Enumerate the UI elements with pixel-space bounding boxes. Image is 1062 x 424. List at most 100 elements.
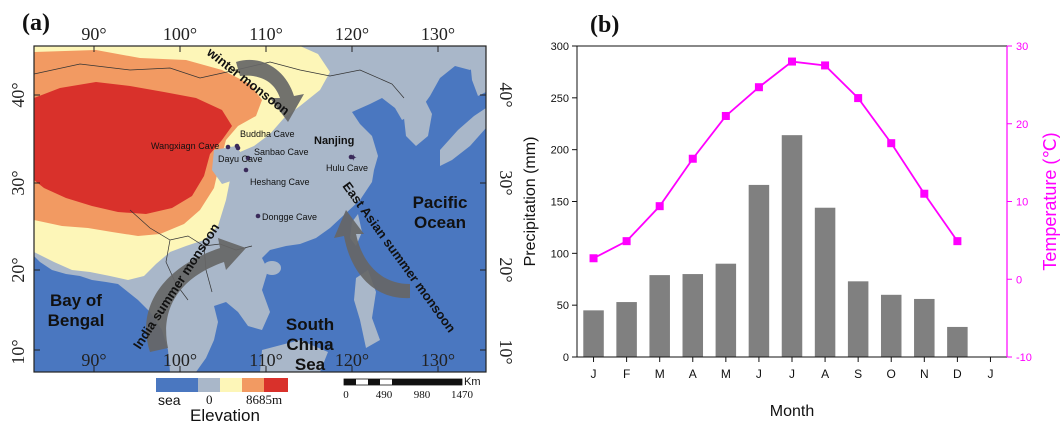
map-japan-north <box>470 52 486 96</box>
legend-swatch-2 <box>220 378 242 392</box>
cave-dot-sanbao <box>245 155 251 161</box>
lat-label-right-10: 10° <box>496 339 516 364</box>
lat-label-left-30: 30° <box>8 170 28 195</box>
x-tick-label-1: J <box>591 367 597 381</box>
cave-dot-dayu <box>235 145 241 151</box>
climate-chart: 0 50 100 150 200 250 300 -10 0 10 20 30 J F M A M J J A S O N D… <box>522 41 1060 420</box>
precipitation-bar-9 <box>847 281 869 357</box>
y-axis-title: Precipitation (mm) <box>522 137 539 267</box>
x-tick-label-12: D <box>953 367 962 381</box>
nanjing-star-icon: ✦ <box>349 153 357 164</box>
cave-label-buddha: Buddha Cave <box>240 129 295 139</box>
x-tick-label-13: J <box>987 367 993 381</box>
cave-label-hulu: Hulu Cave <box>326 163 368 173</box>
precipitation-bar-10 <box>880 294 902 357</box>
cave-label-dongge: Dongge Cave <box>262 212 317 222</box>
y2-tick-label-20: 20 <box>1016 119 1028 131</box>
y2-tick-label-30: 30 <box>1016 41 1028 53</box>
cave-dot-dongge <box>255 213 261 219</box>
city-label-nanjing: Nanjing <box>314 135 354 147</box>
lon-label-bottom-130: 130° <box>421 350 455 370</box>
legend-swatch-4 <box>264 378 288 392</box>
temperature-point-4 <box>688 154 697 163</box>
lat-label-right-20: 20° <box>496 257 516 282</box>
east-asian-monsoon-arrow <box>334 210 410 299</box>
panel-a-label: (a) <box>22 10 50 36</box>
precipitation-bar-6 <box>748 184 770 357</box>
x-tick-label-2: F <box>623 367 630 381</box>
cave-dot-heshang <box>243 167 249 173</box>
legend-swatch-3 <box>242 378 264 392</box>
temperature-point-12 <box>953 237 962 246</box>
x-axis-title: Month <box>770 403 814 420</box>
map-ticks <box>34 46 486 372</box>
cave-label-wangxiagn: Wangxiagn Cave <box>151 141 219 151</box>
temperature-line <box>593 60 959 260</box>
panel-b-label: (b) <box>590 12 620 38</box>
bengal-label-line1: Bay of <box>50 291 102 310</box>
x-tick-label-7: J <box>789 367 795 381</box>
lon-label-bottom-100: 100° <box>163 350 197 370</box>
map-japan <box>440 108 486 166</box>
y-tick-label-0: 0 <box>563 352 569 364</box>
x-tick-label-8: A <box>821 367 829 381</box>
map-borneo <box>260 340 328 372</box>
lon-label-top-100: 100° <box>163 24 197 44</box>
lon-label-top-90: 90° <box>81 24 106 44</box>
pacific-label-line2: Ocean <box>414 213 466 232</box>
precipitation-bar-5 <box>715 263 737 357</box>
temperature-point-2 <box>622 237 631 246</box>
cave-markers: ✦ <box>225 143 357 219</box>
lon-label-top-110: 110° <box>249 24 283 44</box>
y2-tick-label--10: -10 <box>1016 352 1032 364</box>
legend-title: Elevation <box>190 406 260 424</box>
precipitation-bar-8 <box>814 207 836 357</box>
temperature-point-11 <box>920 189 929 198</box>
precipitation-bar-12 <box>947 326 968 357</box>
legend-min-label: 0 <box>206 392 213 407</box>
scale-bar: Km 0 490 980 1470 <box>343 376 480 401</box>
precipitation-bar-11 <box>914 298 935 357</box>
lat-label-left-40: 40° <box>8 82 28 107</box>
lat-label-right-30: 30° <box>496 170 516 195</box>
temperature-point-5 <box>721 111 730 120</box>
lon-label-top-130: 130° <box>421 24 455 44</box>
x-tick-label-3: M <box>655 367 665 381</box>
legend-swatch-sea <box>156 378 198 392</box>
scale-tick-980: 980 <box>414 389 431 401</box>
map-figure: 90° 100° 110° 120° 130° 90° 100° 110° 12… <box>8 24 516 424</box>
legend-max-label: 8685m <box>246 392 282 407</box>
scale-tick-1470: 1470 <box>451 389 474 401</box>
cave-dot-wangxiagn <box>225 144 231 150</box>
x-tick-label-5: M <box>721 367 731 381</box>
temperature-point-9 <box>854 94 863 103</box>
scs-label-line3: Sea <box>295 355 326 374</box>
precipitation-bar-3 <box>649 275 670 357</box>
x-tick-label-10: O <box>887 367 896 381</box>
temperature-point-3 <box>655 202 664 211</box>
chart-axes: 0 50 100 150 200 250 300 -10 0 10 20 30 J F M A M J J A S O N D… <box>522 41 1060 420</box>
y-tick-label-50: 50 <box>557 300 569 312</box>
temperature-series <box>589 57 962 263</box>
bengal-label-line2: Bengal <box>48 311 105 330</box>
map-philippines <box>354 270 380 348</box>
temperature-point-8 <box>821 61 830 70</box>
y2-tick-label-0: 0 <box>1016 274 1022 286</box>
cave-label-dayu: Dayu Cave <box>218 154 263 164</box>
winter-monsoon-arrow <box>236 59 304 122</box>
y2-tick-label-10: 10 <box>1016 197 1028 209</box>
x-tick-label-4: A <box>689 367 697 381</box>
temperature-point-10 <box>887 139 896 148</box>
lon-label-top-120: 120° <box>335 24 369 44</box>
x-tick-label-11: N <box>920 367 929 381</box>
precipitation-bars <box>583 135 968 357</box>
map-sichuan-basin <box>212 146 246 184</box>
scale-unit: Km <box>464 376 481 388</box>
precipitation-bar-4 <box>682 274 704 357</box>
pacific-label-line1: Pacific <box>413 193 468 212</box>
temperature-point-6 <box>754 83 763 92</box>
india-monsoon-arrow <box>146 238 246 352</box>
y-tick-label-150: 150 <box>551 197 569 209</box>
scs-label-line2: China <box>286 335 334 354</box>
map-elevation-high <box>34 82 232 214</box>
